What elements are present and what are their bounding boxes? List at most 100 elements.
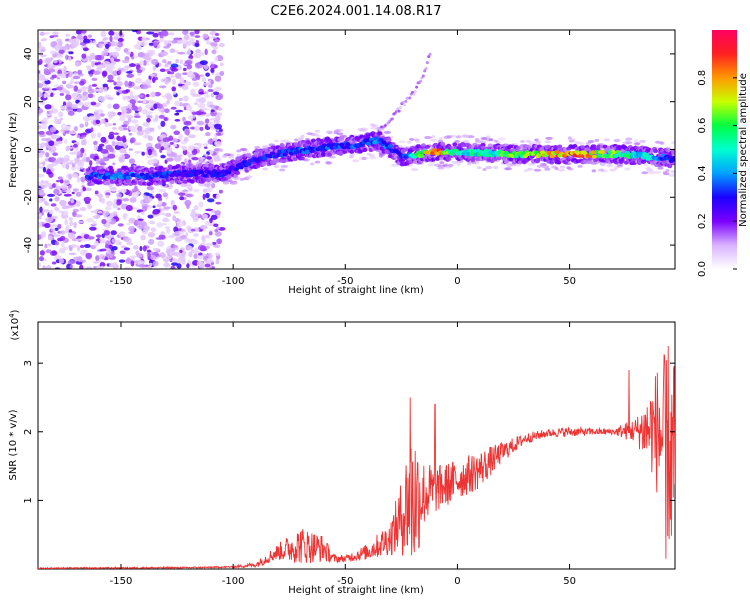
noise-mark bbox=[536, 140, 542, 144]
noise-mark bbox=[438, 136, 443, 140]
noise-mark bbox=[46, 193, 55, 197]
noise-mark bbox=[65, 146, 70, 152]
noise-mark bbox=[142, 205, 148, 212]
noise-mark bbox=[63, 179, 70, 186]
noise-mark bbox=[643, 163, 649, 167]
noise-mark bbox=[169, 71, 175, 75]
noise-mark bbox=[149, 220, 156, 225]
noise-mark bbox=[89, 160, 93, 167]
noise-mark bbox=[166, 94, 173, 101]
ridge-core bbox=[199, 170, 205, 175]
noise-mark bbox=[98, 254, 106, 260]
noise-mark bbox=[63, 193, 72, 197]
noise-mark bbox=[149, 262, 153, 267]
noise-mark bbox=[39, 31, 45, 36]
streak-mark bbox=[404, 99, 408, 103]
noise-mark bbox=[169, 141, 174, 145]
noise-mark bbox=[297, 138, 303, 142]
noise-mark bbox=[99, 237, 106, 244]
ridge-core bbox=[163, 174, 169, 179]
noise-mark bbox=[125, 107, 132, 114]
noise-mark bbox=[170, 265, 176, 269]
noise-mark bbox=[145, 266, 149, 269]
noise-mark bbox=[219, 62, 224, 67]
figure-title: C2E6.2024.001.14.08.R17 bbox=[270, 4, 441, 19]
noise-mark bbox=[173, 37, 181, 41]
noise-mark bbox=[72, 143, 78, 148]
noise-mark bbox=[143, 225, 151, 232]
noise-mark bbox=[190, 228, 196, 232]
noise-mark bbox=[200, 156, 206, 161]
streak-mark bbox=[424, 67, 428, 71]
y-tick-label: 3 bbox=[23, 360, 34, 366]
noise-mark bbox=[130, 255, 137, 259]
noise-mark bbox=[457, 135, 462, 139]
noise-mark bbox=[90, 127, 94, 132]
noise-mark bbox=[139, 59, 144, 66]
noise-mark bbox=[431, 135, 436, 139]
noise-mark bbox=[63, 65, 67, 72]
noise-mark bbox=[47, 243, 52, 247]
noise-mark bbox=[198, 265, 205, 269]
noise-mark bbox=[147, 159, 154, 166]
noise-mark bbox=[152, 260, 159, 267]
noise-mark bbox=[56, 67, 64, 72]
noise-mark bbox=[183, 120, 192, 126]
noise-mark bbox=[66, 224, 70, 231]
noise-mark bbox=[178, 97, 183, 102]
noise-mark bbox=[87, 93, 94, 98]
noise-mark bbox=[131, 56, 135, 60]
y-tick-label: 40 bbox=[23, 48, 34, 61]
noise-mark bbox=[128, 148, 133, 151]
noise-mark bbox=[173, 226, 179, 233]
noise-mark bbox=[139, 246, 143, 252]
noise-mark bbox=[123, 120, 130, 126]
streak-mark bbox=[427, 55, 431, 59]
noise-mark bbox=[136, 41, 142, 46]
noise-mark bbox=[214, 39, 220, 43]
ridge-halo bbox=[377, 131, 383, 136]
noise-mark bbox=[79, 206, 87, 212]
noise-mark bbox=[198, 64, 204, 68]
noise-mark bbox=[100, 198, 106, 204]
noise-mark bbox=[38, 58, 43, 65]
noise-mark bbox=[279, 139, 286, 143]
noise-mark bbox=[174, 138, 178, 143]
noise-mark bbox=[183, 237, 190, 241]
noise-mark bbox=[182, 72, 189, 75]
noise-mark bbox=[123, 127, 128, 131]
noise-mark bbox=[158, 200, 163, 205]
noise-mark bbox=[188, 146, 194, 152]
noise-mark bbox=[125, 258, 133, 264]
noise-mark bbox=[123, 48, 129, 53]
noise-mark bbox=[172, 215, 177, 221]
noise-mark bbox=[172, 258, 178, 263]
noise-mark bbox=[204, 48, 208, 56]
noise-mark bbox=[168, 235, 176, 239]
noise-mark bbox=[112, 122, 117, 126]
noise-mark bbox=[105, 221, 111, 229]
noise-mark bbox=[83, 196, 91, 203]
noise-mark bbox=[192, 188, 200, 192]
ridge-halo bbox=[602, 144, 608, 149]
noise-mark bbox=[438, 139, 443, 143]
ridge-core bbox=[210, 173, 216, 178]
noise-mark bbox=[170, 63, 179, 68]
noise-mark bbox=[76, 34, 83, 40]
noise-mark bbox=[66, 161, 75, 165]
noise-mark bbox=[211, 49, 217, 55]
noise-mark bbox=[433, 163, 442, 167]
noise-mark bbox=[69, 220, 74, 227]
noise-mark bbox=[191, 209, 196, 213]
noise-mark bbox=[140, 129, 146, 133]
noise-mark bbox=[65, 38, 70, 42]
noise-mark bbox=[52, 53, 58, 58]
noise-mark bbox=[65, 163, 70, 170]
noise-mark bbox=[85, 252, 93, 260]
noise-mark bbox=[129, 95, 134, 99]
noise-mark bbox=[219, 148, 223, 152]
noise-mark bbox=[195, 48, 201, 54]
noise-mark bbox=[131, 207, 140, 210]
noise-mark bbox=[158, 197, 163, 202]
noise-mark bbox=[443, 135, 452, 139]
